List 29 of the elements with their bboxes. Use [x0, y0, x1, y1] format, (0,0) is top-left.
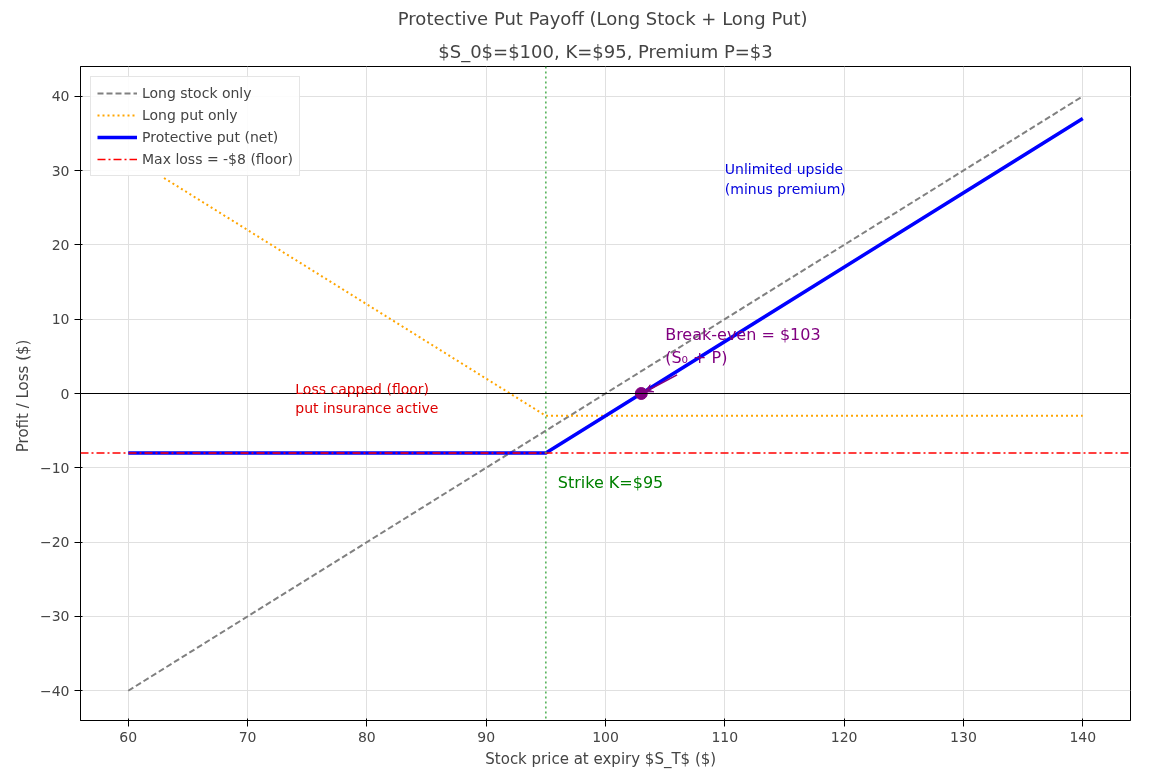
annotation: Unlimited upside (minus premium)	[724, 161, 846, 197]
y-tick-label: −10	[39, 459, 70, 476]
x-tick-label: 60	[119, 728, 138, 745]
x-tick-label: 110	[711, 728, 739, 745]
legend-label: Protective put (net)	[142, 129, 279, 145]
y-tick-label: 40	[51, 88, 70, 105]
x-tick-label: 140	[1069, 728, 1097, 745]
y-tick-label: −40	[39, 682, 70, 699]
legend-label: Long stock only	[142, 85, 252, 101]
x-tick-label: 100	[592, 728, 619, 745]
x-tick-label: 80	[357, 728, 376, 745]
ref-line-label: Strike K=$95	[557, 472, 664, 492]
annotation: Loss capped (floor) put insurance active	[295, 380, 439, 416]
x-axis-title: Stock price at expiry $S_T$ ($)	[485, 749, 717, 769]
y-tick-label: 30	[51, 162, 70, 179]
y-axis-title: Profit / Loss ($)	[13, 339, 32, 453]
y-tick-label: −20	[39, 534, 70, 551]
x-tick-label: 120	[830, 728, 858, 745]
chart-subtitle: $S_0$=$100, K=$95, Premium P=$3	[438, 40, 773, 63]
y-tick-label: 10	[51, 311, 70, 328]
x-tick-label: 130	[950, 728, 977, 745]
x-tick-label: 90	[477, 728, 496, 745]
y-tick-label: 0	[60, 385, 70, 402]
chart-title: Protective Put Payoff (Long Stock + Long Put)	[397, 7, 808, 29]
legend-label: Max loss = -$8 (floor)	[142, 151, 294, 167]
y-tick-label: −30	[39, 608, 70, 625]
y-tick-label: 20	[51, 236, 70, 253]
legend-label: Long put only	[142, 107, 238, 123]
x-tick-label: 70	[238, 728, 257, 745]
